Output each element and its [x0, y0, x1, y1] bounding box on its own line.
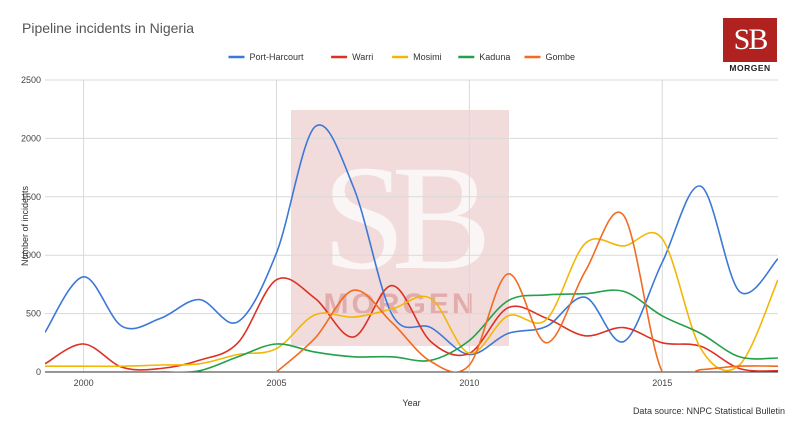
- series-line-port-harcourt: [45, 124, 778, 356]
- legend-item-warri[interactable]: Warri: [331, 52, 373, 62]
- x-tick-label: 2010: [459, 378, 479, 388]
- x-tick-label: 2015: [652, 378, 672, 388]
- y-tick-label: 2000: [21, 133, 41, 143]
- y-axis-ticks: 0 500 1000 1500 2000 2500: [21, 75, 41, 377]
- brand-logo: SB MORGEN: [723, 18, 777, 73]
- x-tick-label: 2005: [266, 378, 286, 388]
- brand-logo-mark: SB: [723, 18, 777, 62]
- y-axis-label: Number of incidents: [20, 185, 30, 266]
- legend-label: Warri: [352, 52, 373, 62]
- watermark-mark: SB: [322, 135, 484, 301]
- legend-label: Kaduna: [479, 52, 510, 62]
- legend-label: Gombe: [546, 52, 576, 62]
- y-tick-label: 500: [26, 309, 41, 319]
- y-tick-label: 0: [36, 367, 41, 377]
- y-tick-label: 2500: [21, 75, 41, 85]
- series-lines: [45, 124, 778, 372]
- brand-logo-wordmark: MORGEN: [729, 63, 771, 73]
- x-axis-label: Year: [402, 398, 420, 408]
- legend-label: Mosimi: [413, 52, 442, 62]
- series-line-gombe: [275, 211, 778, 372]
- chart-legend: Port-Harcourt Warri Mosimi Kaduna Gombe: [228, 52, 576, 62]
- legend-item-mosimi[interactable]: Mosimi: [392, 52, 442, 62]
- series-line-kaduna: [45, 289, 778, 372]
- x-tick-label: 2000: [74, 378, 94, 388]
- series-line-mosimi: [45, 231, 778, 372]
- legend-item-kaduna[interactable]: Kaduna: [458, 52, 510, 62]
- chart-title: Pipeline incidents in Nigeria: [22, 20, 194, 36]
- x-axis-ticks: 2000 2005 2010 2015: [74, 378, 673, 388]
- legend-item-gombe[interactable]: Gombe: [524, 52, 576, 62]
- series-line-warri: [45, 277, 778, 372]
- chart-grid: [45, 79, 778, 373]
- data-source-note: Data source: NNPC Statistical Bulletin: [632, 406, 785, 416]
- y-tick-label: 1000: [21, 250, 41, 260]
- y-tick-label: 1500: [21, 192, 41, 202]
- legend-label: Port-Harcourt: [250, 52, 305, 62]
- legend-item-port-harcourt[interactable]: Port-Harcourt: [228, 52, 305, 62]
